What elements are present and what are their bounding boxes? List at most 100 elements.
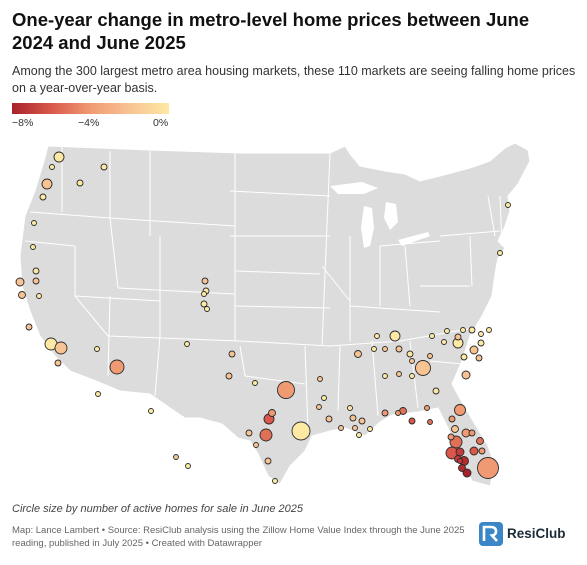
market-circle [497,250,503,256]
market-circle [460,353,468,361]
market-circle [325,415,333,423]
market-circle [338,425,344,431]
market-circle [475,354,483,362]
resiclub-logo-icon [479,522,503,546]
market-circle [225,372,233,380]
market-circle [429,333,435,339]
market-circle [354,350,362,358]
market-circle [406,350,414,358]
us-map [15,142,531,487]
lake-superior [330,182,378,194]
market-circle [427,353,433,359]
market-circle [415,360,431,376]
size-note: Circle size by number of active homes fo… [12,503,304,515]
market-circle [200,300,208,308]
market-circle [382,346,388,352]
market-circle [94,346,100,352]
market-circle [148,408,154,414]
lake-huron [384,202,398,230]
market-circle [389,330,401,342]
color-legend: −8% −4% 0% [12,103,169,131]
market-circle [291,421,311,441]
market-circle [457,458,463,464]
market-circle [347,405,353,411]
market-circle [76,179,84,187]
market-circle [54,341,68,355]
market-circle [201,277,209,285]
chart-title: One-year change in metro-level home pric… [12,9,530,53]
market-circle [185,463,191,469]
market-circle [32,277,40,285]
market-circles [15,151,511,484]
market-circle [367,426,373,432]
market-circle [41,178,53,190]
market-circle [184,341,190,347]
market-circle [95,391,101,397]
legend-label-max: 0% [153,117,169,129]
market-circle [201,291,207,297]
state-borders [24,146,503,432]
market-circle [427,419,433,425]
market-circle [468,429,476,437]
market-circle [478,447,486,455]
market-circle [49,164,55,170]
market-circle [469,345,479,355]
market-circle [374,333,380,339]
market-circle [462,468,472,478]
market-circle [36,293,42,299]
market-circle [15,277,25,287]
market-circle [264,457,272,465]
contiguous-us-shape [19,142,531,487]
market-circle [486,327,492,333]
market-circle [25,323,33,331]
legend-gradient-bar [12,103,169,114]
market-circle [447,433,455,441]
chart-subtitle: Among the 300 largest metro area housing… [12,64,576,95]
market-circle [277,381,295,399]
market-circle [505,202,511,208]
market-circle [356,432,362,438]
market-circle [432,387,440,395]
market-circle [317,376,323,382]
market-circle [458,464,466,472]
market-circle [448,415,456,423]
market-circle [321,395,327,401]
market-circle [268,409,276,417]
market-circle [245,429,253,437]
market-circle [381,409,389,417]
market-circle [478,331,484,337]
market-circle [18,291,26,299]
market-circle [31,220,37,226]
market-circle [409,358,415,364]
market-circle [228,350,236,358]
market-circle [460,327,466,333]
market-circle [272,478,278,484]
market-circle [444,328,450,334]
resiclub-logo: ResiClub [477,520,577,548]
market-circle [358,417,366,425]
lake-michigan [361,206,374,248]
market-circle [477,339,485,347]
market-circle [477,457,499,479]
market-circle [54,359,62,367]
market-circle [469,446,479,456]
market-circle [476,437,484,445]
market-circle [455,447,465,457]
market-circle [349,414,357,422]
market-circle [408,417,416,425]
market-circle [371,346,377,352]
market-circle [32,267,40,275]
us-land [19,142,531,487]
market-circle [316,404,322,410]
market-circle [100,163,108,171]
source-credit: Map: Lance Lambert • Source: ResiClub an… [12,525,465,549]
market-circle [352,425,358,431]
resiclub-logo-text: ResiClub [507,526,566,541]
market-circle [454,333,462,341]
market-circle [468,326,476,334]
market-circle [451,425,459,433]
market-circle [396,371,402,377]
lake-erie [398,232,430,246]
market-circle [252,380,258,386]
market-circle [395,345,403,353]
